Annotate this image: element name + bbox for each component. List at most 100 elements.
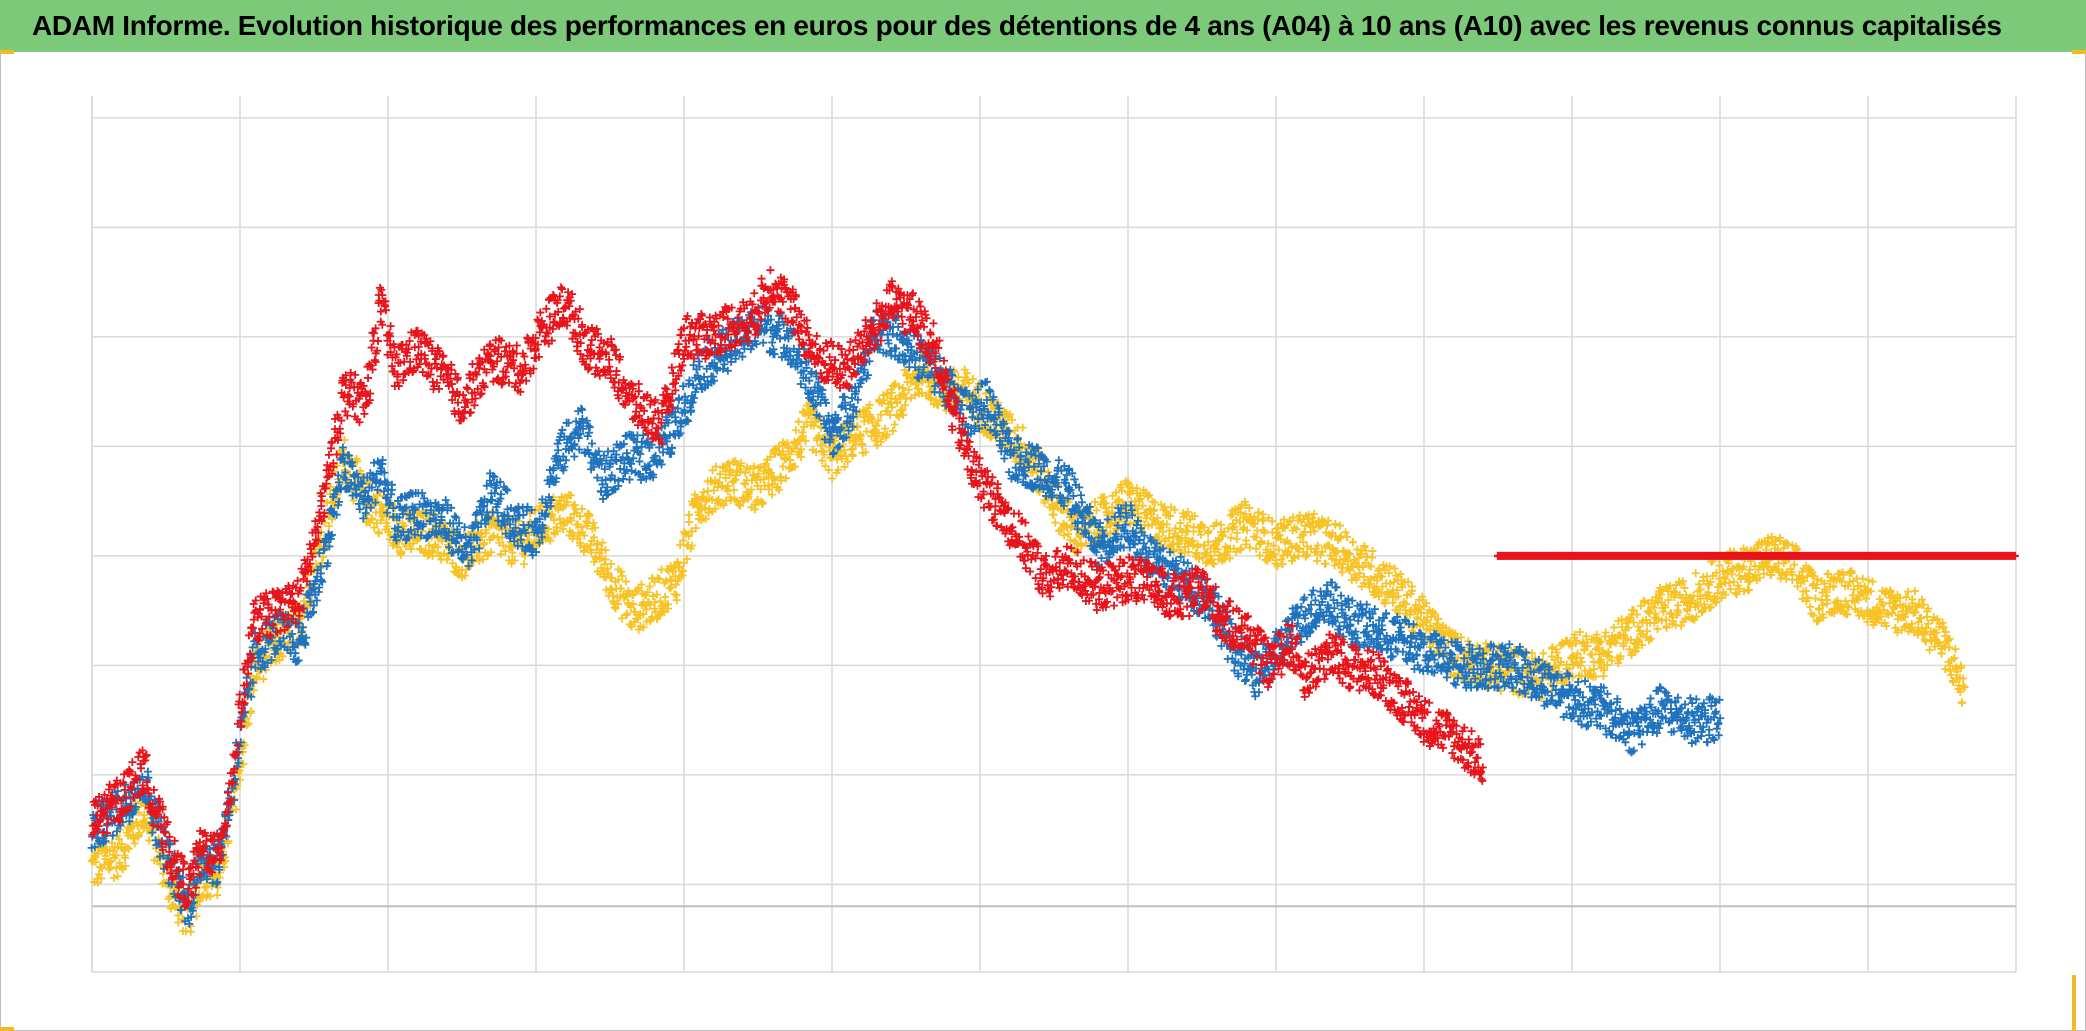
data-point: [478, 555, 487, 564]
data-point: [489, 531, 498, 540]
data-point: [259, 675, 268, 684]
data-point: [374, 529, 383, 538]
data-point: [661, 592, 670, 601]
data-point: [505, 542, 514, 551]
data-point: [1226, 533, 1235, 542]
data-point: [860, 417, 869, 426]
data-point: [1691, 569, 1700, 578]
data-point: [372, 519, 381, 528]
data-point: [1166, 511, 1175, 520]
data-point: [1744, 585, 1753, 594]
data-point: [848, 451, 857, 460]
data-point: [108, 838, 117, 847]
data-point: [520, 560, 529, 569]
data-point: [1634, 622, 1643, 631]
data-point: [1640, 598, 1649, 607]
data-point: [1650, 613, 1659, 622]
data-point: [393, 543, 402, 552]
data-point: [828, 474, 837, 483]
data-point: [1076, 491, 1085, 500]
data-point: [400, 521, 409, 530]
data-point: [1759, 569, 1768, 578]
data-point: [101, 851, 110, 860]
data-point: [231, 805, 240, 814]
data-point: [349, 496, 358, 505]
data-point: [174, 911, 183, 920]
data-point: [206, 892, 215, 901]
data-point: [1389, 577, 1398, 586]
data-point: [1343, 533, 1352, 542]
data-point: [1216, 520, 1225, 529]
data-point: [1335, 534, 1344, 543]
data-point: [759, 338, 768, 347]
data-point: [1044, 468, 1053, 477]
data-point: [252, 673, 261, 682]
data-point: [1864, 576, 1873, 585]
data-point: [649, 592, 658, 601]
data-point: [1729, 577, 1738, 586]
data-point: [1321, 559, 1330, 568]
data-point: [246, 707, 255, 716]
data-point: [498, 533, 507, 542]
data-point: [1858, 574, 1867, 583]
data-point: [114, 835, 123, 844]
data-point: [480, 539, 489, 548]
data-point: [1348, 538, 1357, 547]
data-point: [325, 522, 334, 531]
data-point: [461, 571, 470, 580]
data-point: [353, 457, 362, 466]
data-point: [496, 550, 505, 559]
data-point: [1051, 518, 1060, 527]
data-point: [112, 851, 121, 860]
data-point: [121, 853, 130, 862]
data-point: [1143, 492, 1152, 501]
data-point: [888, 426, 897, 435]
data-point: [768, 338, 777, 347]
data-point: [450, 512, 459, 521]
data-point: [167, 902, 176, 911]
data-point: [278, 652, 287, 661]
data-point: [97, 874, 106, 883]
data-point: [729, 486, 738, 495]
data-point: [387, 486, 396, 495]
data-point: [501, 547, 510, 556]
series-2-yellow: [87, 344, 1969, 936]
data-point: [1910, 587, 1919, 596]
data-point: [224, 837, 233, 846]
data-point: [495, 538, 504, 547]
data-point: [487, 548, 496, 557]
data-point: [1335, 521, 1344, 530]
data-point: [499, 541, 508, 550]
data-point: [428, 552, 437, 561]
data-point: [121, 861, 130, 870]
data-point: [1610, 623, 1619, 632]
data-point: [1368, 547, 1377, 556]
data-point: [383, 522, 392, 531]
data-point: [124, 844, 133, 853]
data-point: [570, 452, 579, 461]
data-point: [1587, 650, 1596, 659]
data-point: [1018, 423, 1027, 432]
data-point: [699, 488, 708, 497]
data-point: [1958, 698, 1967, 707]
data-point: [1725, 578, 1734, 587]
data-point: [497, 490, 506, 499]
data-point: [319, 553, 328, 562]
data-point: [179, 915, 188, 924]
data-point: [133, 821, 142, 830]
data-point: [890, 420, 899, 429]
data-point: [440, 549, 449, 558]
data-point: [1054, 456, 1063, 465]
data-point: [1309, 509, 1318, 518]
data-point: [130, 839, 139, 848]
data-point: [898, 384, 907, 393]
data-point: [1811, 594, 1820, 603]
data-point: [460, 523, 469, 532]
data-point: [508, 548, 517, 557]
data-point: [1539, 649, 1548, 658]
data-point: [409, 539, 418, 548]
data-point: [244, 719, 253, 728]
data-point: [94, 870, 103, 879]
data-point: [1806, 602, 1815, 611]
